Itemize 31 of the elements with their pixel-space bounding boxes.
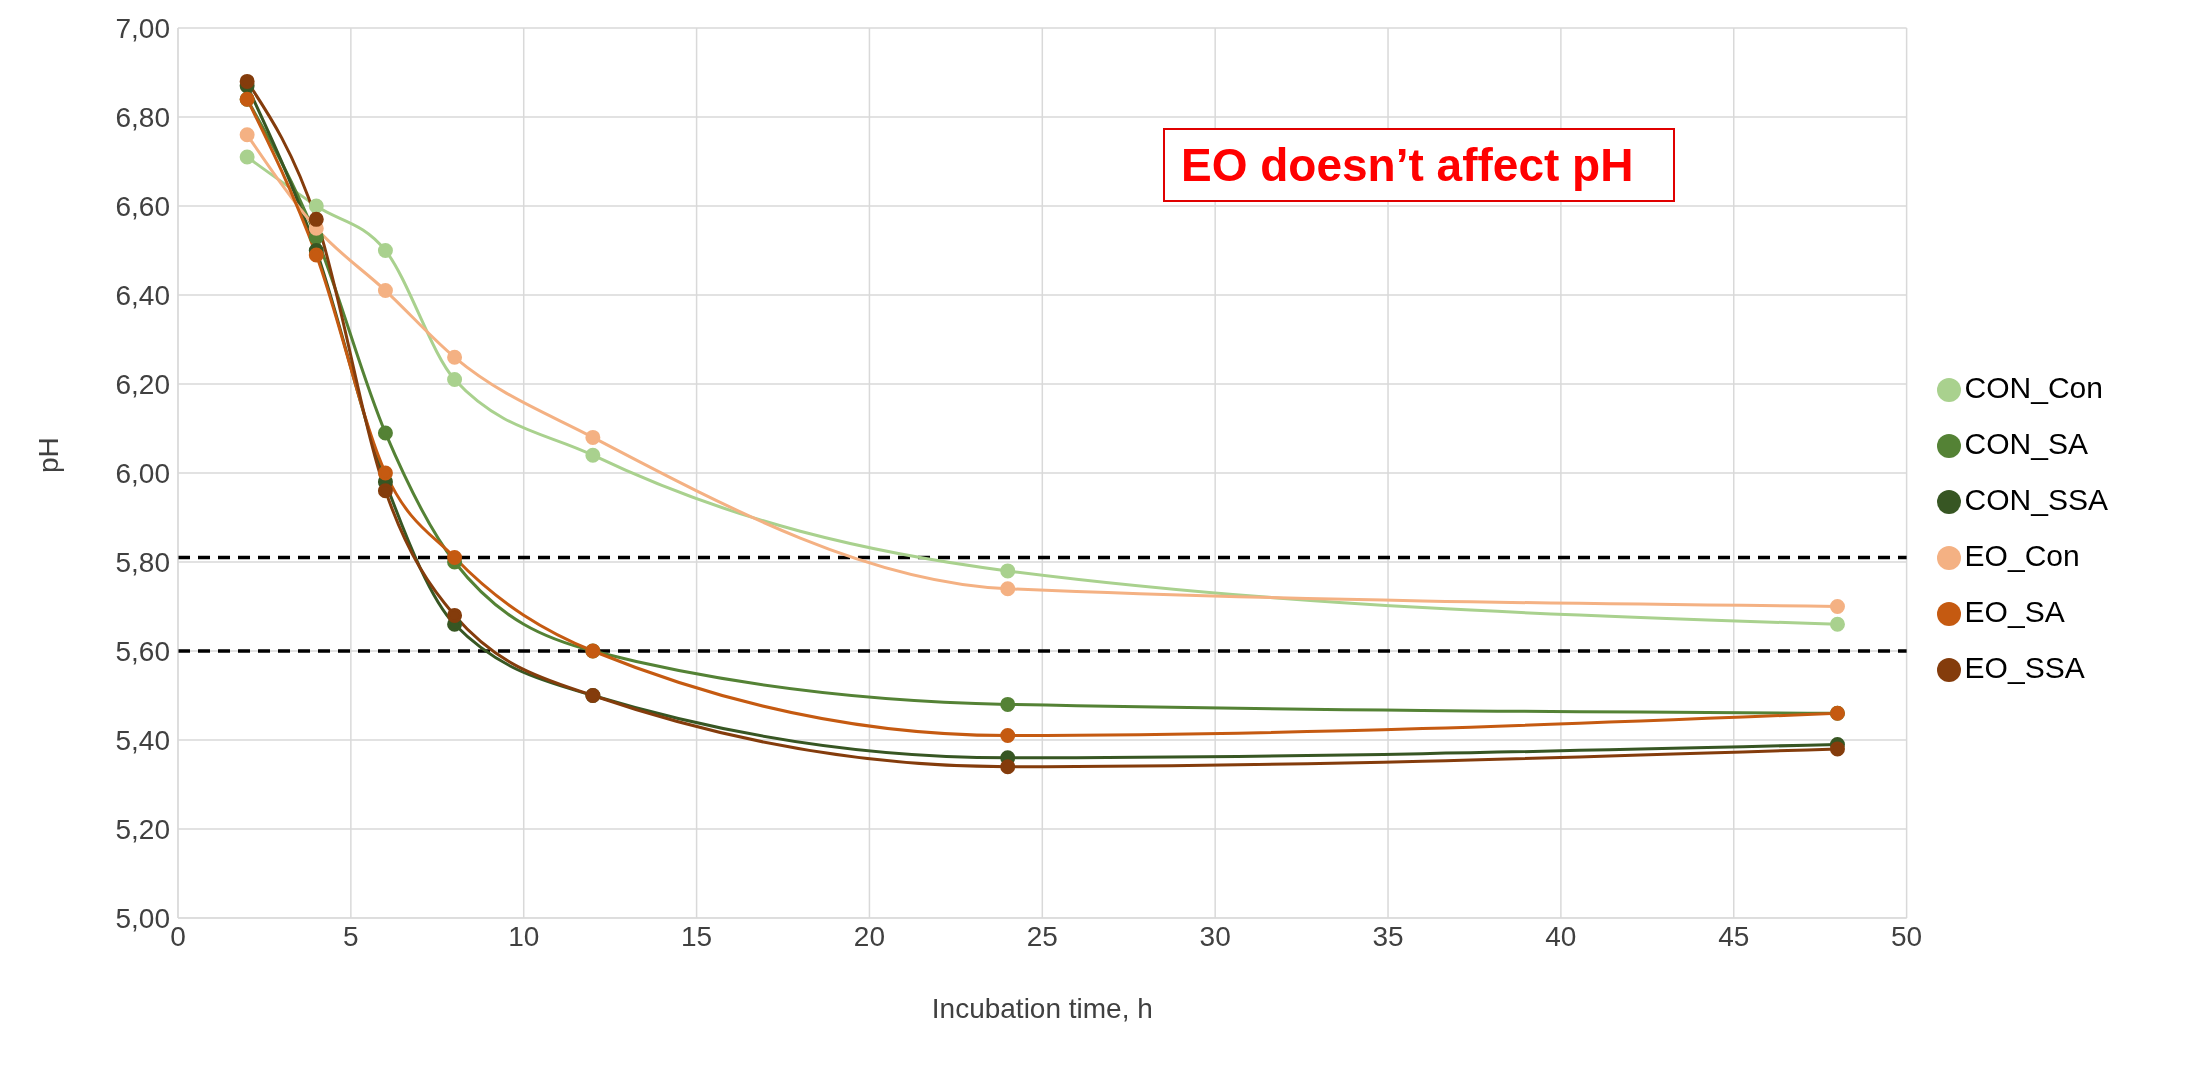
x-tick-label: 45: [1718, 920, 1750, 952]
x-tick-label: 20: [853, 920, 886, 952]
y-tick-label: 6,20: [115, 368, 170, 400]
x-tick-label: 0: [170, 920, 186, 952]
x-tick-label: 30: [1199, 920, 1231, 952]
x-tick-label: 40: [1545, 920, 1577, 952]
legend-label: EO_Con: [1964, 539, 2080, 572]
y-tick-label: 6,80: [115, 101, 170, 133]
legend-label: CON_SSA: [1964, 483, 2108, 516]
y-tick-label: 5,40: [115, 724, 170, 756]
x-tick-label: 50: [1891, 920, 1923, 952]
x-axis-title: Incubation time, h: [931, 993, 1153, 1024]
y-axis-title: pH: [32, 437, 64, 473]
legend-label: EO_SA: [1964, 595, 2065, 628]
y-tick-label: 5,20: [115, 813, 170, 845]
legend-label: CON_Con: [1964, 371, 2103, 404]
x-tick-label: 10: [508, 920, 540, 952]
y-tick-label: 5,00: [115, 902, 170, 934]
y-tick-label: 5,80: [115, 546, 170, 578]
legend-label: EO_SSA: [1964, 651, 2085, 684]
y-tick-label: 5,60: [115, 635, 170, 667]
x-tick-label: 35: [1372, 920, 1404, 952]
x-tick-label: 5: [343, 920, 359, 952]
x-tick-label: 15: [681, 920, 713, 952]
legend-label: CON_SA: [1964, 427, 2088, 460]
y-tick-label: 7,00: [115, 12, 170, 44]
annotation: EO doesn’t affect pH: [1163, 128, 1676, 202]
y-tick-label: 6,40: [115, 279, 170, 311]
x-tick-label: 25: [1026, 920, 1058, 952]
y-tick-label: 6,60: [115, 190, 170, 222]
y-tick-label: 6,00: [115, 457, 170, 489]
